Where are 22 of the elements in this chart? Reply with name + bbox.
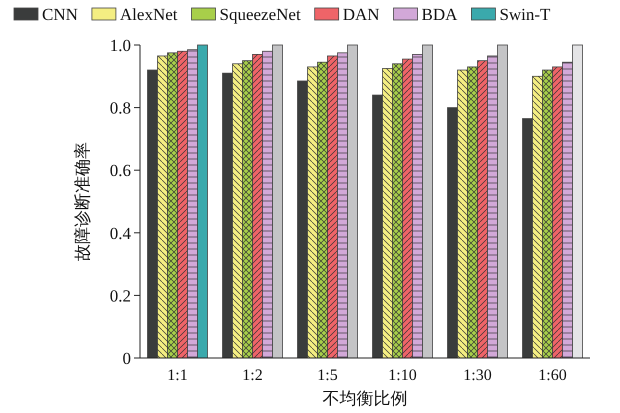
bar bbox=[572, 44, 583, 358]
legend-label: AlexNet bbox=[120, 5, 178, 24]
legend-label: SqueezeNet bbox=[220, 5, 301, 24]
x-tick-label: 1:2 bbox=[242, 367, 263, 384]
x-tick-label: 1:1 bbox=[167, 367, 188, 384]
y-tick-label: 0.8 bbox=[110, 98, 131, 118]
legend-label: Swin-T bbox=[499, 5, 552, 24]
x-tick-label: 1:10 bbox=[388, 367, 417, 384]
y-tick-label: 0 bbox=[122, 349, 131, 368]
y-tick-label: 0.6 bbox=[110, 161, 131, 180]
legend-label: BDA bbox=[422, 5, 458, 24]
y-axis-title: 故障诊断准确率 bbox=[73, 142, 92, 261]
y-tick-label: 0.2 bbox=[110, 286, 131, 306]
x-axis-title: 不均衡比例 bbox=[322, 389, 408, 408]
y-tick-label: 0.4 bbox=[110, 224, 132, 243]
x-tick-label: 1:60 bbox=[538, 367, 567, 384]
legend-label: DAN bbox=[342, 5, 380, 24]
y-tick-label: 1.0 bbox=[110, 36, 131, 55]
x-tick-label: 1:5 bbox=[317, 367, 338, 384]
x-tick-label: 1:30 bbox=[463, 367, 492, 384]
bar bbox=[197, 44, 208, 358]
legend-label: CNN bbox=[42, 5, 78, 24]
